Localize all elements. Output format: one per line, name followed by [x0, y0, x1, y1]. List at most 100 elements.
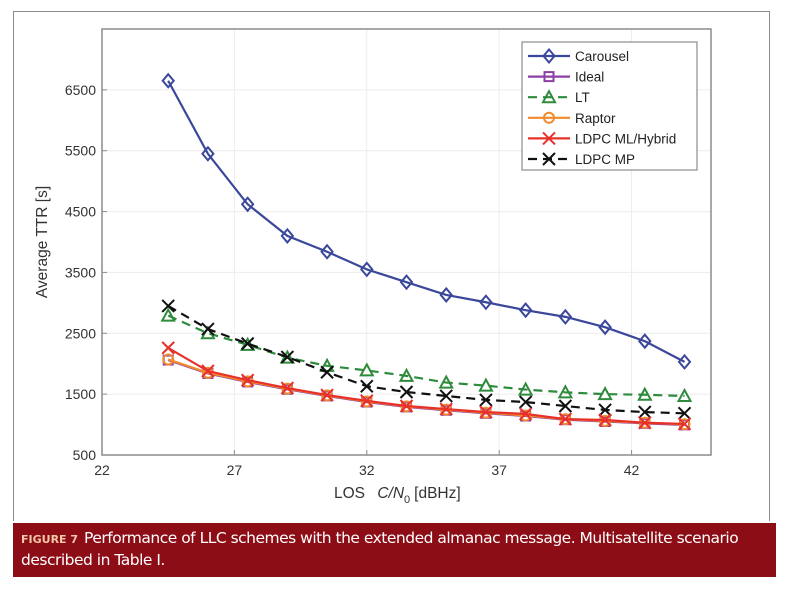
data-point-lt	[676, 387, 693, 402]
data-point-ldpc-ml-hybrid	[439, 402, 453, 416]
legend-box	[521, 41, 698, 171]
data-point-raptor	[162, 353, 175, 366]
data-point-carousel	[558, 308, 573, 325]
data-point-lt	[438, 374, 454, 389]
data-point-ldpc-mp	[558, 399, 573, 413]
data-point-carousel	[518, 302, 533, 319]
data-point-ldpc-ml-hybrid	[161, 341, 175, 355]
data-point-ldpc-mp	[439, 389, 453, 403]
plot-area	[101, 28, 712, 456]
y-tick-label: 2500	[65, 325, 96, 341]
data-point-ldpc-mp	[479, 393, 493, 407]
data-point-lt	[398, 367, 415, 382]
data-point-carousel	[399, 274, 414, 291]
series-lt	[160, 307, 693, 402]
data-point-carousel	[598, 319, 612, 336]
series-ldpc-ml-hybrid	[161, 341, 692, 431]
legend-swatch-marker	[542, 131, 556, 146]
data-point-carousel	[359, 261, 374, 278]
data-point-ldpc-ml-hybrid	[638, 416, 652, 430]
data-point-lt	[359, 362, 375, 377]
data-point-ldpc-ml-hybrid	[677, 417, 692, 431]
caption-text: Performance of LLC schemes with the exte…	[21, 529, 739, 569]
data-point-carousel	[201, 145, 215, 162]
legend-item-carousel: Carousel	[528, 47, 629, 65]
legend: Carousel Ideal LT Raptor LDPC ML/Hybrid LDPC …	[521, 41, 698, 171]
legend-swatch-marker	[543, 111, 555, 124]
data-point-ldpc-mp	[360, 379, 374, 393]
data-point-lt	[517, 381, 534, 396]
y-tick-label: 500	[73, 447, 97, 463]
y-axis-label: Average TTR [s]	[34, 186, 51, 298]
data-point-carousel	[320, 243, 334, 260]
legend-swatch-marker	[542, 152, 556, 166]
axis-ticks: 22 27 32 37 42 500 1500 2500 3500 4500 5500 6500	[65, 82, 640, 478]
data-point-ldpc-ml-hybrid	[558, 412, 573, 426]
legend-swatch-marker	[541, 89, 557, 104]
y-tick-label: 5500	[65, 143, 96, 159]
data-point-lt	[557, 384, 574, 399]
series-layer	[160, 72, 693, 431]
y-tick-label: 4500	[65, 204, 96, 220]
data-point-ldpc-ml-hybrid	[598, 413, 612, 427]
data-point-ldpc-mp	[638, 405, 652, 419]
legend-item-lt: LT	[528, 89, 590, 105]
y-tick-label: 6500	[65, 82, 96, 98]
x-tick-label: 42	[624, 462, 640, 478]
y-tick-label: 1500	[65, 386, 96, 402]
data-point-carousel	[637, 333, 652, 350]
legend-label: LT	[575, 90, 590, 105]
data-point-lt	[637, 386, 653, 401]
data-point-carousel	[280, 227, 295, 244]
legend-item-ldpc-ml-hybrid: LDPC ML/Hybrid	[528, 131, 676, 146]
legend-label: Raptor	[575, 111, 616, 126]
legend-label: Ideal	[575, 70, 604, 85]
x-axis-label-var: C/N	[377, 485, 405, 502]
x-axis-label-unit: [dBHz]	[414, 485, 461, 502]
data-point-ldpc-ml-hybrid	[360, 394, 374, 408]
data-point-ldpc-ml-hybrid	[399, 399, 414, 413]
data-point-ldpc-mp	[161, 299, 175, 313]
data-point-ldpc-ml-hybrid	[201, 364, 215, 378]
data-point-carousel	[161, 72, 176, 89]
series-line-ldpc-ml-hybrid	[167, 346, 685, 426]
figure-caption: FIGURE 7 Performance of LLC schemes with …	[13, 523, 776, 577]
legend-label: Carousel	[575, 49, 629, 64]
data-point-ldpc-mp	[518, 395, 533, 409]
figure-label: FIGURE 7	[21, 533, 79, 546]
x-axis-label-prefix: LOS	[334, 485, 365, 502]
data-point-carousel	[240, 196, 255, 213]
data-point-ldpc-ml-hybrid	[320, 388, 334, 402]
x-axis-label-sub: 0	[404, 494, 410, 506]
data-point-ldpc-ml-hybrid	[479, 405, 493, 419]
series-line-ldpc-mp	[167, 304, 685, 415]
data-point-ldpc-mp	[240, 336, 255, 351]
legend-label: LDPC MP	[575, 152, 635, 167]
data-point-carousel	[439, 286, 454, 303]
x-tick-label: 27	[227, 462, 243, 478]
data-point-ldpc-ml-hybrid	[240, 373, 255, 387]
data-point-carousel	[677, 353, 692, 370]
data-point-lt	[597, 386, 613, 401]
data-point-ldpc-ml-hybrid	[518, 407, 533, 421]
data-point-ldpc-mp	[399, 385, 414, 399]
series-line-carousel	[167, 80, 686, 363]
chart: 22 27 32 37 42 500 1500 2500 3500 4500 5500 6500 Av…	[34, 28, 712, 506]
data-point-ldpc-mp	[280, 350, 295, 364]
data-point-ldpc-mp	[677, 406, 692, 421]
x-tick-label: 22	[94, 462, 110, 478]
data-point-lt	[478, 377, 494, 392]
legend-label: LDPC ML/Hybrid	[575, 131, 676, 146]
legend-item-ideal: Ideal	[528, 70, 604, 85]
data-point-lt	[160, 307, 176, 322]
series-ldpc-mp	[161, 299, 692, 421]
data-point-ldpc-ml-hybrid	[280, 381, 295, 395]
legend-item-ldpc-mp: LDPC MP	[528, 152, 635, 167]
legend-swatch-marker	[542, 47, 556, 65]
x-tick-label: 37	[491, 462, 507, 478]
x-axis-label: LOS C/N0 [dBHz]	[334, 485, 461, 506]
series-carousel	[161, 72, 692, 370]
x-tick-label: 32	[359, 462, 375, 478]
data-point-ldpc-mp	[201, 322, 215, 336]
data-point-ldpc-mp	[598, 403, 612, 417]
